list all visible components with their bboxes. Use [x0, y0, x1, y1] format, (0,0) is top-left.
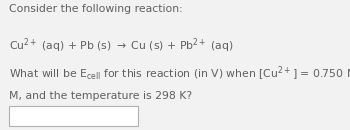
Text: $\mathregular{Cu^{2+}}$ (aq) + Pb (s) $\rightarrow$ Cu (s) + $\mathregular{Pb^{2: $\mathregular{Cu^{2+}}$ (aq) + Pb (s) $\…	[9, 36, 233, 55]
Text: M, and the temperature is 298 K?: M, and the temperature is 298 K?	[9, 91, 192, 101]
Text: What will be $\mathregular{E_{cell}}$ for this reaction (in V) when $\mathregula: What will be $\mathregular{E_{cell}}$ fo…	[9, 65, 350, 83]
FancyBboxPatch shape	[9, 106, 138, 126]
Text: Consider the following reaction:: Consider the following reaction:	[9, 4, 182, 14]
